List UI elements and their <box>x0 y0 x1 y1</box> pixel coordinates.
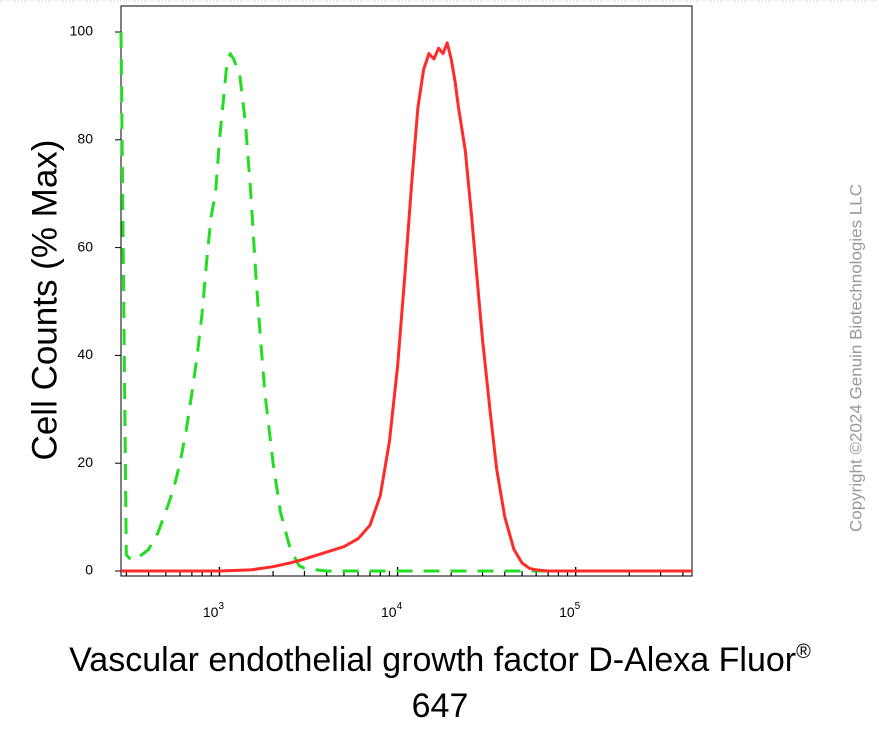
y-tick-label: 100 <box>70 23 94 39</box>
x-tick-label: 105 <box>559 601 581 620</box>
series-layer <box>119 31 692 573</box>
y-axis-label: Cell Counts (% Max) <box>25 140 64 461</box>
y-axis-ticks: 0 20 40 60 80 100 <box>70 23 121 578</box>
y-tick-label: 40 <box>77 346 93 362</box>
x-tick-base: 10 <box>381 604 397 620</box>
y-tick-label: 20 <box>77 454 93 470</box>
plot-frame <box>120 5 693 577</box>
y-tick-label: 80 <box>77 131 93 147</box>
x-tick-exponent: 3 <box>218 601 224 612</box>
copyright-watermark: Copyright ©2024 Genuin Biotechnologies L… <box>846 184 865 532</box>
x-tick-base: 10 <box>559 604 575 620</box>
x-tick-label: 104 <box>381 601 403 620</box>
sample-histogram-curve <box>121 41 692 573</box>
x-axis-label: Vascular endothelial growth factor D-Ale… <box>69 641 811 679</box>
x-tick-exponent: 5 <box>575 601 581 612</box>
registered-mark: ® <box>796 641 811 663</box>
x-axis-label-line1: Vascular endothelial growth factor D-Ale… <box>69 641 796 679</box>
isotype-control-curve <box>119 31 692 573</box>
x-tick-label: 103 <box>203 601 225 620</box>
x-tick-base: 10 <box>203 604 219 620</box>
y-tick-label: 0 <box>85 562 93 578</box>
y-tick-label: 60 <box>77 238 93 254</box>
x-axis-ticks: 103 104 105 <box>125 567 684 620</box>
x-axis-label-line2: 647 <box>412 687 469 725</box>
x-tick-exponent: 4 <box>397 601 403 612</box>
